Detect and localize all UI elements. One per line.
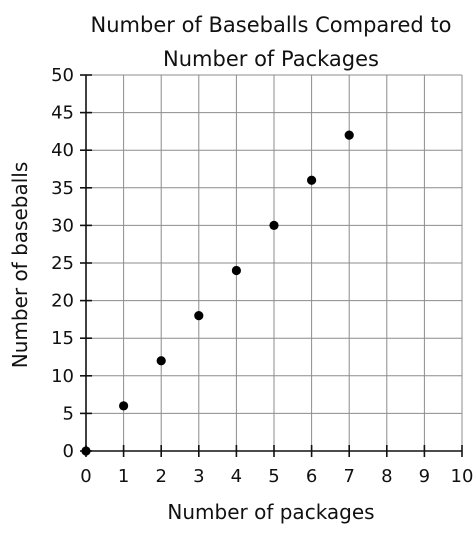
x-tick-labels: 0 1 2 3 4 5 6 7 8 9 10 <box>80 466 473 487</box>
y-tick-label: 20 <box>51 291 74 312</box>
y-tick-label: 10 <box>51 366 74 387</box>
y-tick-label: 30 <box>51 215 74 236</box>
axes <box>80 74 463 457</box>
chart-title-line-1: Number of Baseballs Compared to <box>91 13 452 37</box>
x-tick-label: 6 <box>306 466 317 487</box>
y-tick-label: 25 <box>51 253 74 274</box>
gridlines <box>86 74 463 451</box>
y-tick-label: 40 <box>51 140 74 161</box>
x-tick-label: 1 <box>118 466 129 487</box>
data-point <box>194 311 204 321</box>
x-tick-label: 9 <box>419 466 430 487</box>
x-axis-label: Number of packages <box>167 500 374 524</box>
data-point <box>156 356 166 366</box>
x-tick-label: 5 <box>268 466 279 487</box>
y-tick-labels: 0 5 10 15 20 25 30 35 40 45 50 <box>51 65 74 462</box>
data-points <box>81 130 354 456</box>
x-tick-label: 7 <box>343 466 354 487</box>
x-tick-label: 0 <box>80 466 91 487</box>
x-tick-label: 8 <box>381 466 392 487</box>
data-point <box>231 265 241 276</box>
y-tick-label: 50 <box>51 65 74 86</box>
x-tick-label: 4 <box>231 466 242 487</box>
x-tick-label: 3 <box>193 466 204 487</box>
y-tick-label: 5 <box>63 403 74 424</box>
data-point <box>119 401 129 411</box>
data-point <box>344 130 354 140</box>
data-point <box>269 220 279 230</box>
y-tick-label: 0 <box>63 441 74 462</box>
data-point <box>307 175 317 185</box>
y-tick-label: 15 <box>51 328 74 349</box>
x-tick-label: 2 <box>155 466 166 487</box>
data-point <box>81 446 91 456</box>
y-tick-label: 35 <box>51 178 74 199</box>
y-tick-label: 45 <box>51 103 74 124</box>
chart-title-line-2: Number of Packages <box>163 47 379 71</box>
x-tick-label: 10 <box>451 466 474 487</box>
y-axis-label: Number of baseballs <box>8 162 32 369</box>
